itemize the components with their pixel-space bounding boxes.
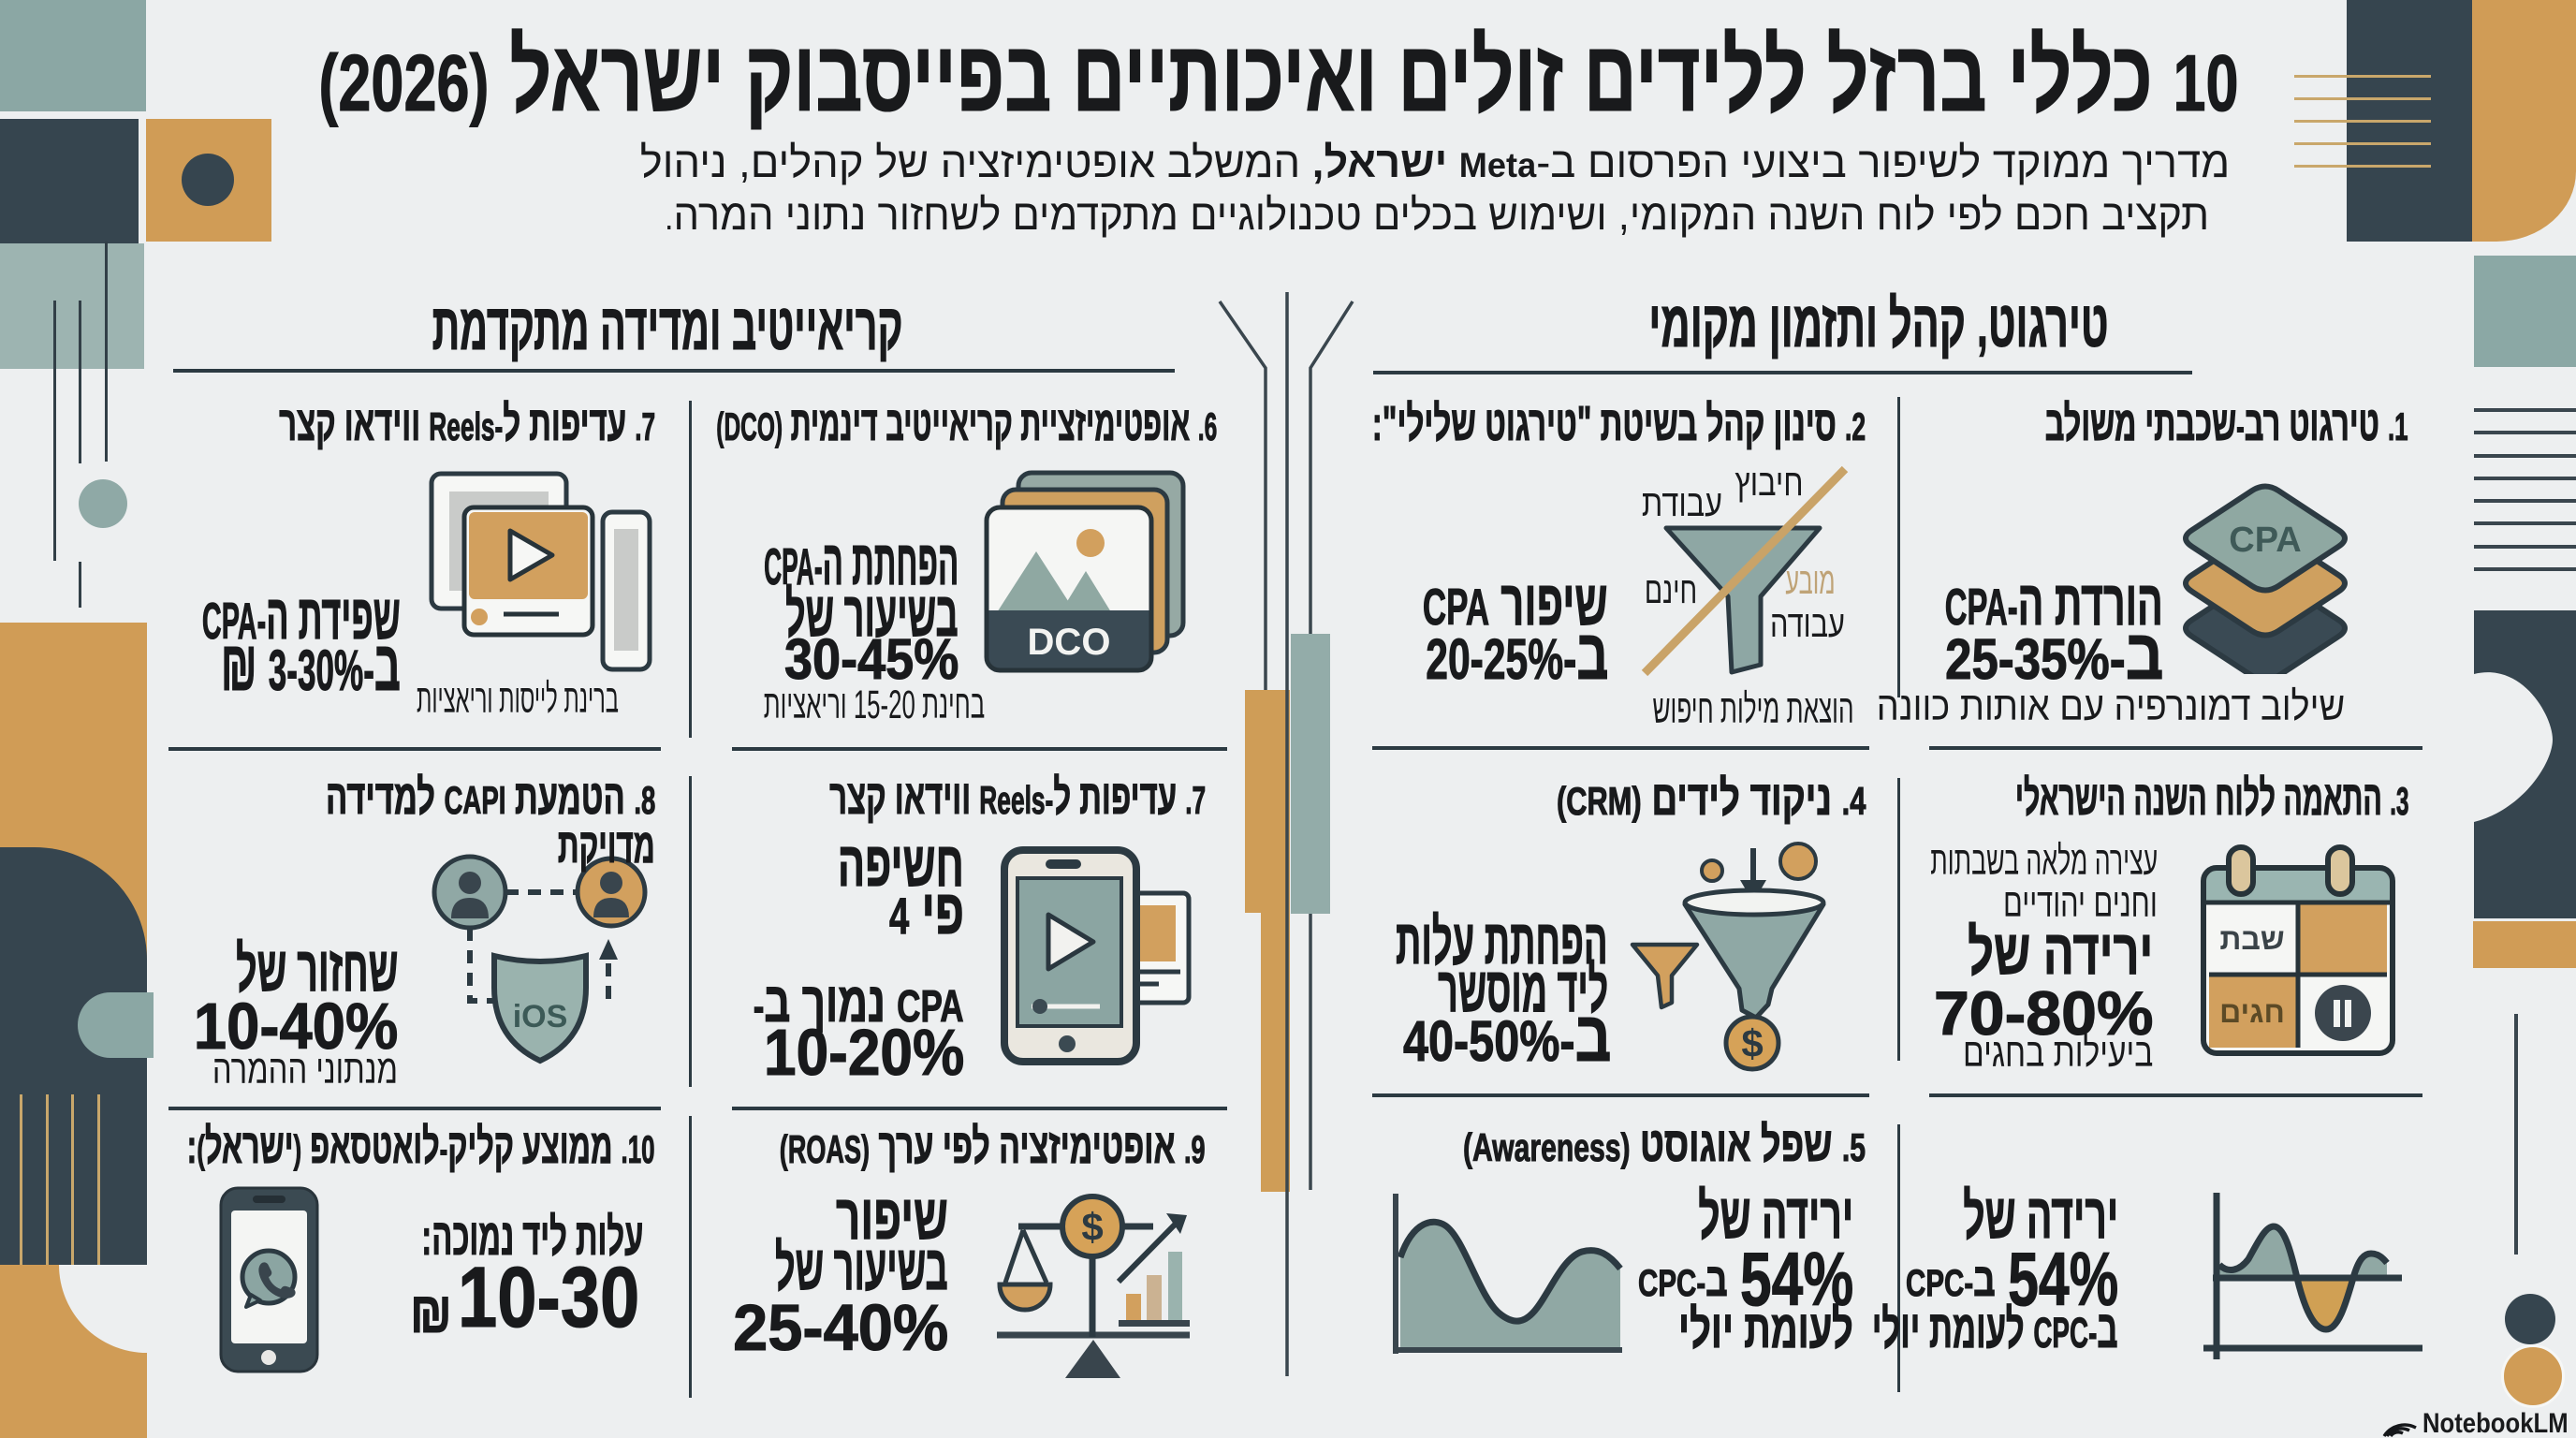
svg-text:DCO: DCO — [1028, 622, 1111, 663]
svg-text:iOS: iOS — [513, 999, 568, 1034]
svg-text:CPA: CPA — [2229, 521, 2301, 560]
svg-text:חגים: חגים — [2219, 995, 2285, 1029]
svg-text:שבת: שבת — [2219, 922, 2284, 956]
svg-text:$: $ — [1081, 1205, 1103, 1249]
svg-text:$: $ — [1741, 1021, 1763, 1065]
